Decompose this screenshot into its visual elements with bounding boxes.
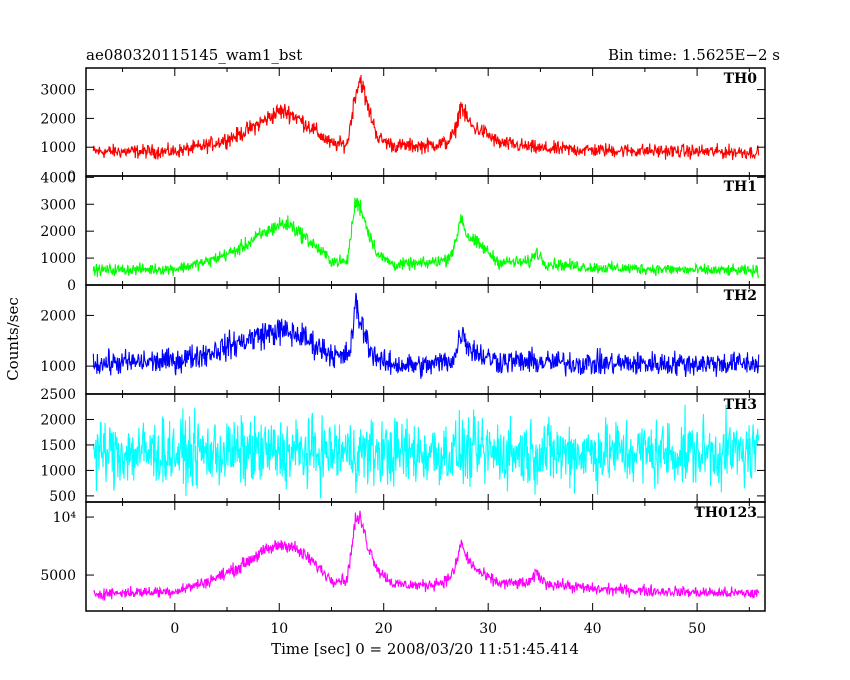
panels-group: TH0 0 1000 2000 3000 TH1 0 1000 2000 3000 4000 TH2 1… [40,67,766,612]
y-tick-label: 0 [67,278,76,294]
panel-frame [85,67,766,177]
panel-label: TH0 [724,71,758,87]
y-tick-label: 1000 [40,463,76,479]
y-tick-label: 10⁴ [53,510,77,526]
y-tick-label: 0 [67,169,76,185]
y-tick-label: 5000 [40,568,76,584]
y-tick-label: 2000 [40,224,76,240]
series-th1 [92,197,760,280]
y-tick-label: 1000 [40,140,76,156]
panel-th3: TH3 500 1000 1500 2000 2500 [40,387,766,505]
panel-th0123: TH0123 5000 10⁴ [40,501,766,612]
x-tick-label: 10 [270,621,288,637]
panel-label: TH0123 [694,505,757,521]
series-th0123 [93,510,760,602]
series-th2 [92,292,760,379]
chart-title-left: ae080320115145_wam1_bst [86,46,302,64]
y-tick-label: 1000 [40,251,76,267]
panel-label: TH2 [724,288,757,304]
y-tick-label: 2000 [40,412,76,428]
x-tick-label: 40 [584,621,602,637]
y-tick-label: 2500 [40,387,76,403]
panel-label: TH3 [724,397,757,413]
chart-title-right: Bin time: 1.5625E−2 s [608,46,780,64]
y-tick-label: 2000 [40,308,76,324]
y-tick-label: 3000 [40,197,76,213]
panel-label: TH1 [724,179,757,195]
x-tick-label: 20 [375,621,393,637]
panel-th2: TH2 1000 2000 [40,284,766,395]
y-tick-label: 500 [49,489,76,505]
series-th3 [92,404,760,499]
x-tick-label: 50 [688,621,706,637]
x-axis-label: Time [sec] 0 = 2008/03/20 11:51:45.414 [271,640,579,658]
panel-th0: TH0 0 1000 2000 3000 [40,67,766,185]
panel-frame [85,501,766,612]
y-axis-label: Counts/sec [4,297,22,381]
y-tick-label: 4000 [40,170,76,186]
x-tick-label: 30 [479,621,497,637]
series-th0 [92,75,760,161]
y-tick-label: 1000 [40,359,76,375]
x-axis: 0 10 20 30 40 50 [170,621,706,637]
y-tick-label: 3000 [40,83,76,99]
y-tick-label: 2000 [40,111,76,127]
panel-frame [85,284,766,395]
panel-th1: TH1 0 1000 2000 3000 4000 [40,170,766,294]
y-tick-label: 1500 [40,438,76,454]
x-tick-label: 0 [170,621,179,637]
